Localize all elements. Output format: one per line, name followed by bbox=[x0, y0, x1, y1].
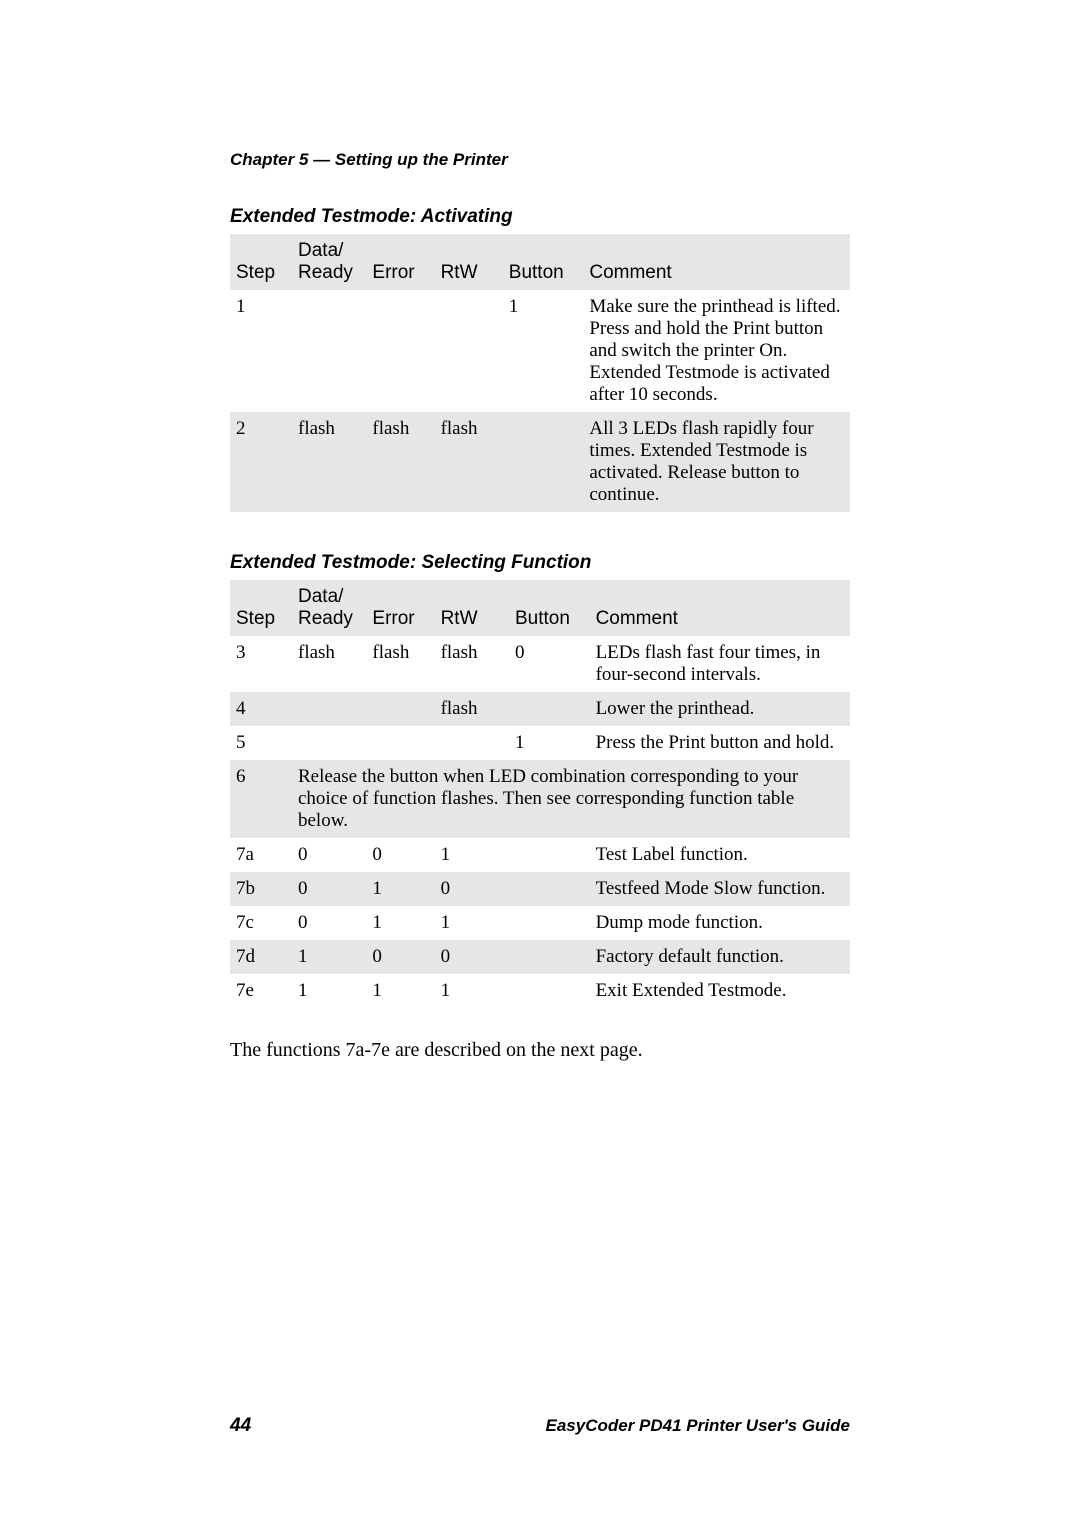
cell-rtw: flash bbox=[435, 636, 509, 692]
cell-comment: LEDs flash fast four times, in four-seco… bbox=[590, 636, 850, 692]
cell-merged-comment: Release the button when LED combination … bbox=[292, 760, 850, 838]
cell-step: 3 bbox=[230, 636, 292, 692]
cell-comment: Make sure the printhead is lifted. Press… bbox=[583, 290, 850, 412]
th-rtw: RtW bbox=[435, 580, 509, 636]
chapter-header: Chapter 5 — Setting up the Printer bbox=[230, 150, 850, 170]
cell-rtw: 1 bbox=[435, 906, 509, 940]
cell-data: 1 bbox=[292, 974, 366, 1008]
cell-button bbox=[509, 906, 590, 940]
table-row-merged: 6 Release the button when LED combinatio… bbox=[230, 760, 850, 838]
th-rtw: RtW bbox=[435, 234, 503, 290]
cell-rtw: 1 bbox=[435, 838, 509, 872]
cell-step: 4 bbox=[230, 692, 292, 726]
cell-error bbox=[366, 726, 434, 760]
cell-comment: Exit Extended Testmode. bbox=[590, 974, 850, 1008]
table-row: 7c 0 1 1 Dump mode function. bbox=[230, 906, 850, 940]
cell-data bbox=[292, 726, 366, 760]
cell-rtw: flash bbox=[435, 692, 509, 726]
body-paragraph: The functions 7a-7e are described on the… bbox=[230, 1036, 850, 1064]
cell-step: 5 bbox=[230, 726, 292, 760]
th-button: Button bbox=[503, 234, 584, 290]
cell-error: 1 bbox=[366, 906, 434, 940]
th-step: Step bbox=[230, 580, 292, 636]
cell-error bbox=[366, 692, 434, 726]
th-error: Error bbox=[366, 234, 434, 290]
cell-button bbox=[509, 838, 590, 872]
cell-step: 7b bbox=[230, 872, 292, 906]
cell-button bbox=[509, 940, 590, 974]
th-error: Error bbox=[366, 580, 434, 636]
cell-comment: Test Label function. bbox=[590, 838, 850, 872]
page-number: 44 bbox=[230, 1415, 251, 1437]
cell-error: 1 bbox=[366, 974, 434, 1008]
cell-button bbox=[503, 412, 584, 512]
cell-data bbox=[292, 692, 366, 726]
section-heading-activating: Extended Testmode: Activating bbox=[230, 206, 850, 228]
cell-data: 0 bbox=[292, 838, 366, 872]
th-comment: Comment bbox=[583, 234, 850, 290]
cell-error: 0 bbox=[366, 940, 434, 974]
cell-step: 2 bbox=[230, 412, 292, 512]
cell-button bbox=[509, 872, 590, 906]
th-data-line1: Data/ bbox=[298, 240, 343, 261]
th-data-ready: Data/ Ready bbox=[292, 234, 366, 290]
cell-data: 0 bbox=[292, 906, 366, 940]
section-heading-selecting: Extended Testmode: Selecting Function bbox=[230, 552, 850, 574]
table-selecting: Step Data/ Ready Error RtW Button Commen… bbox=[230, 580, 850, 1008]
cell-data: flash bbox=[292, 412, 366, 512]
cell-step: 7d bbox=[230, 940, 292, 974]
table-row: 3 flash flash flash 0 LEDs flash fast fo… bbox=[230, 636, 850, 692]
th-data-line2: Ready bbox=[298, 262, 353, 283]
table-row: 7a 0 0 1 Test Label function. bbox=[230, 838, 850, 872]
cell-step: 7a bbox=[230, 838, 292, 872]
cell-comment: Press the Print button and hold. bbox=[590, 726, 850, 760]
cell-comment: Dump mode function. bbox=[590, 906, 850, 940]
cell-button bbox=[509, 692, 590, 726]
cell-step: 1 bbox=[230, 290, 292, 412]
cell-data: flash bbox=[292, 636, 366, 692]
cell-error: flash bbox=[366, 636, 434, 692]
cell-rtw bbox=[435, 290, 503, 412]
cell-step: 7e bbox=[230, 974, 292, 1008]
table-row: 7b 0 1 0 Testfeed Mode Slow function. bbox=[230, 872, 850, 906]
table-activating: Step Data/ Ready Error RtW Button Commen… bbox=[230, 234, 850, 512]
cell-step: 7c bbox=[230, 906, 292, 940]
cell-button: 0 bbox=[509, 636, 590, 692]
cell-rtw: flash bbox=[435, 412, 503, 512]
th-data-line1: Data/ bbox=[298, 586, 343, 607]
cell-comment: Lower the printhead. bbox=[590, 692, 850, 726]
cell-button: 1 bbox=[503, 290, 584, 412]
cell-error bbox=[366, 290, 434, 412]
cell-comment: Testfeed Mode Slow function. bbox=[590, 872, 850, 906]
cell-button: 1 bbox=[509, 726, 590, 760]
th-data-line2: Ready bbox=[298, 608, 353, 629]
cell-rtw: 1 bbox=[435, 974, 509, 1008]
cell-rtw: 0 bbox=[435, 872, 509, 906]
footer-title: EasyCoder PD41 Printer User's Guide bbox=[546, 1416, 851, 1436]
table-row: 4 flash Lower the printhead. bbox=[230, 692, 850, 726]
table-row: 7e 1 1 1 Exit Extended Testmode. bbox=[230, 974, 850, 1008]
th-button: Button bbox=[509, 580, 590, 636]
th-step: Step bbox=[230, 234, 292, 290]
th-comment: Comment bbox=[590, 580, 850, 636]
cell-error: 1 bbox=[366, 872, 434, 906]
cell-rtw: 0 bbox=[435, 940, 509, 974]
table-row: 5 1 Press the Print button and hold. bbox=[230, 726, 850, 760]
table-row: 7d 1 0 0 Factory default function. bbox=[230, 940, 850, 974]
cell-step: 6 bbox=[230, 760, 292, 838]
cell-data bbox=[292, 290, 366, 412]
th-data-ready: Data/ Ready bbox=[292, 580, 366, 636]
page-footer: 44 EasyCoder PD41 Printer User's Guide bbox=[230, 1415, 850, 1437]
cell-error: flash bbox=[366, 412, 434, 512]
cell-data: 0 bbox=[292, 872, 366, 906]
table-row: 2 flash flash flash All 3 LEDs flash rap… bbox=[230, 412, 850, 512]
cell-comment: Factory default function. bbox=[590, 940, 850, 974]
cell-error: 0 bbox=[366, 838, 434, 872]
cell-data: 1 bbox=[292, 940, 366, 974]
cell-rtw bbox=[435, 726, 509, 760]
table-row: 1 1 Make sure the printhead is lifted. P… bbox=[230, 290, 850, 412]
cell-comment: All 3 LEDs flash rapidly four times. Ext… bbox=[583, 412, 850, 512]
cell-button bbox=[509, 974, 590, 1008]
